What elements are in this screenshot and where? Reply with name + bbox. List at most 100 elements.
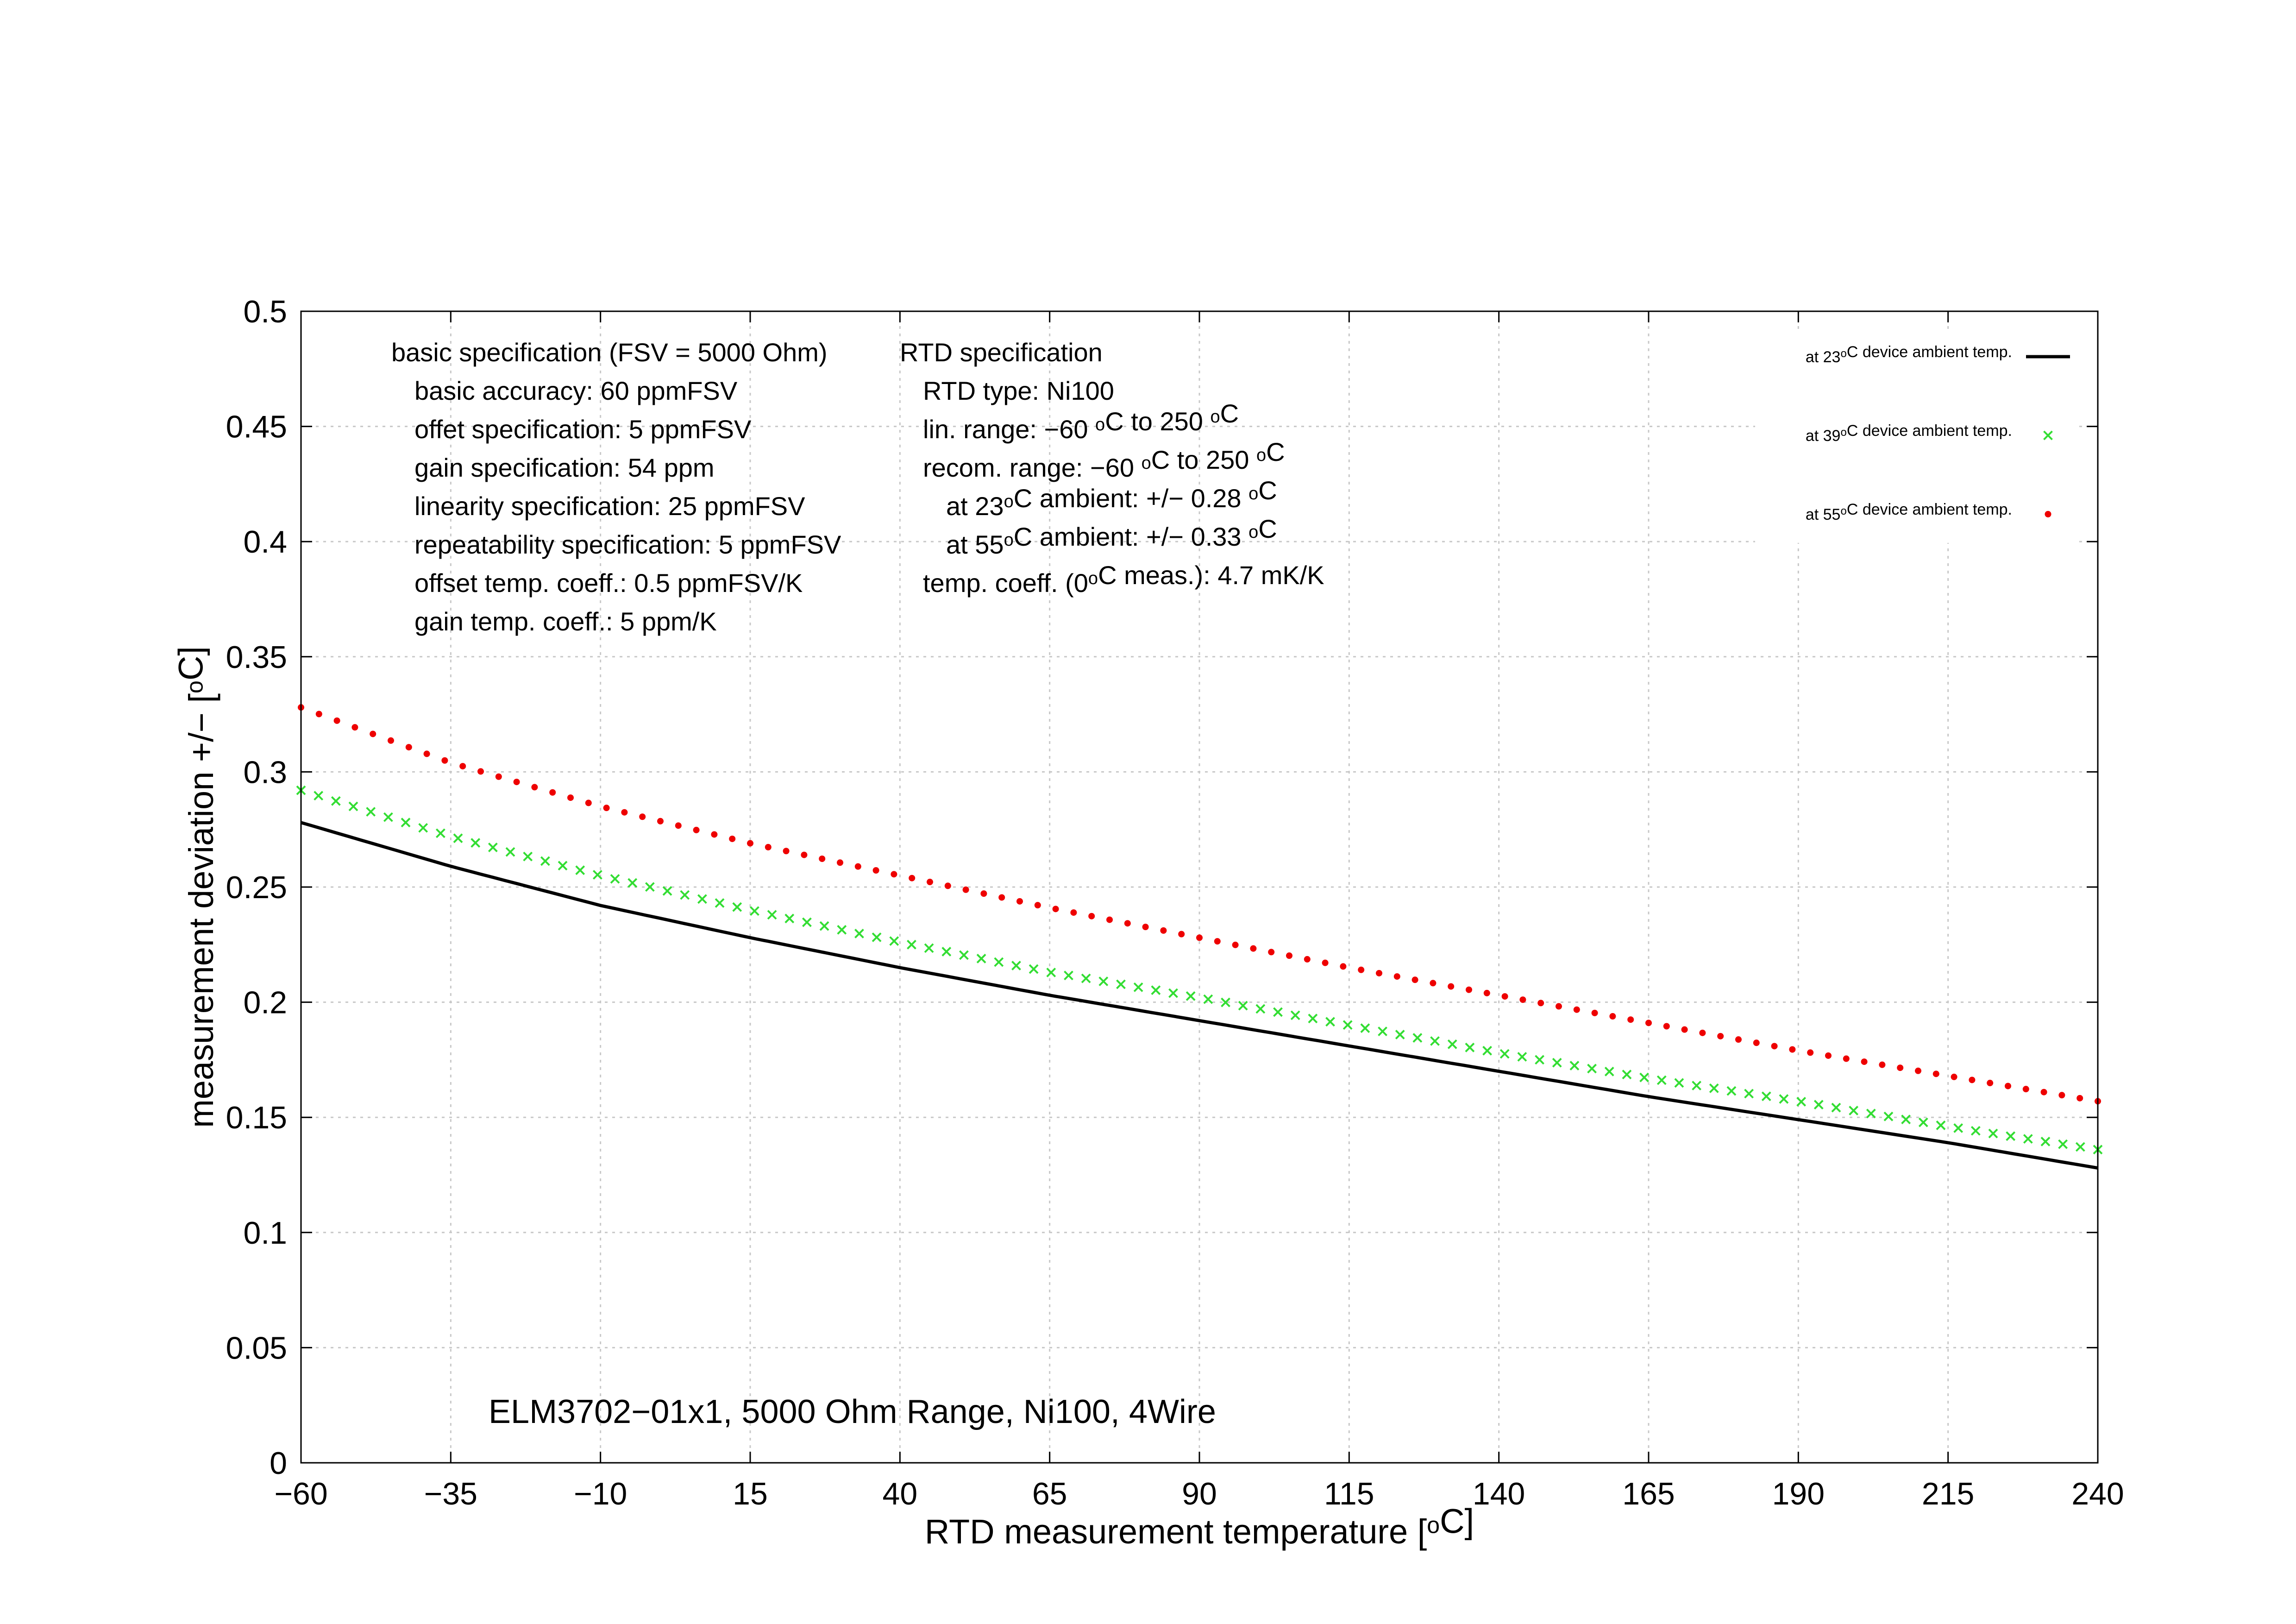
series-point (1395, 1030, 1405, 1040)
legend-swatch (2043, 430, 2053, 441)
series-point (418, 823, 428, 833)
basic-spec-line: offet specification: 5 ppmFSV (414, 415, 752, 444)
series-point (1360, 1023, 1370, 1033)
series-point (1573, 1006, 1580, 1013)
y-tick-label: 0.05 (226, 1330, 287, 1366)
series-point (2006, 1131, 2016, 1141)
x-tick-label: −35 (424, 1476, 477, 1511)
series-point (927, 879, 933, 886)
series-point (1151, 985, 1161, 995)
series-point (1569, 1061, 1580, 1071)
series-point (767, 910, 777, 920)
axis-ticks: −60 −35 −10 15 40 65 90 115 140 165 190 215 240 0 0.05… (226, 294, 2124, 1511)
series-point (1290, 1010, 1300, 1020)
series-point (693, 826, 700, 833)
series-point (1866, 1108, 1876, 1119)
x-axis-label: RTD measurement temperature [oC] (925, 1502, 1474, 1551)
series-point (567, 794, 574, 801)
series-point (1412, 1033, 1423, 1043)
series-point (540, 856, 550, 866)
series-point (1286, 952, 1292, 959)
series-point (2058, 1092, 2065, 1099)
series-point (1034, 902, 1041, 909)
y-tick-label: 0.3 (243, 755, 287, 790)
chart-title: ELM3702−01x1, 5000 Ohm Range, Ni100, 4Wi… (489, 1393, 1216, 1430)
series-point (1070, 909, 1077, 916)
series-point (1970, 1126, 1981, 1136)
series-point (819, 855, 826, 862)
series-point (1779, 1094, 1789, 1104)
series-point (1186, 991, 1196, 1001)
series-point (944, 882, 951, 889)
y-tick-label: 0.4 (243, 524, 287, 560)
series-point (314, 791, 324, 801)
series-point (680, 890, 690, 900)
series-point (1255, 1004, 1266, 1014)
series-point (1133, 982, 1143, 992)
y-axis-label: measurement deviation +/− [oC] (172, 646, 221, 1128)
x-tick-label: −60 (274, 1476, 327, 1511)
series-1 (301, 821, 2098, 1170)
series-point (907, 939, 916, 950)
series-point (1517, 1052, 1527, 1062)
series-point (1969, 1076, 1976, 1083)
series-point (1915, 1067, 1921, 1074)
series-point (675, 822, 682, 829)
series-point (388, 737, 394, 744)
series-point (405, 744, 412, 751)
series-point (1501, 993, 1508, 1000)
series-point (348, 801, 358, 812)
x-tick-label: 165 (1622, 1476, 1675, 1511)
series-point (1849, 1106, 1859, 1115)
series-point (2023, 1134, 2033, 1144)
series-point (872, 867, 879, 874)
series-point (531, 784, 538, 791)
series-point (1932, 1070, 1939, 1077)
y-tick-label: 0.5 (243, 294, 287, 329)
rtd-spec-line: at 55oC ambient: +/− 0.33 oC (946, 514, 1277, 559)
series-point (639, 813, 646, 820)
series-point (1116, 979, 1126, 989)
series-point (1052, 906, 1059, 913)
x-tick-label: 65 (1032, 1476, 1067, 1511)
series-point (1771, 1043, 1778, 1050)
series-point (747, 840, 753, 847)
series-point (1699, 1029, 1706, 1036)
series-point (1879, 1061, 1886, 1068)
series-point (1273, 1007, 1283, 1017)
y-tick-label: 0.2 (243, 985, 287, 1020)
series-point (1196, 934, 1203, 941)
series-point (441, 757, 448, 764)
series-point (1656, 1075, 1667, 1085)
y-tick-label: 0 (270, 1446, 287, 1481)
series-point (1897, 1064, 1904, 1071)
series-point (1340, 963, 1347, 970)
x-tick-label: 90 (1182, 1476, 1217, 1511)
series-point (1622, 1070, 1632, 1080)
series-point (1268, 949, 1275, 956)
basic-spec-line: basic specification (FSV = 5000 Ohm) (391, 338, 828, 367)
series-point (1106, 916, 1113, 923)
series-point (783, 848, 790, 855)
series-point (1250, 945, 1257, 952)
series-point (1587, 1064, 1597, 1074)
series-point (513, 779, 520, 786)
series-point (610, 874, 620, 884)
series-point (2022, 1086, 2029, 1093)
basic-spec-line: offset temp. coeff.: 0.5 ppmFSV/K (414, 568, 803, 598)
series-point (523, 851, 533, 862)
series-point (1411, 976, 1418, 983)
series-point (657, 818, 664, 825)
series-point (1124, 920, 1131, 927)
series-point (1322, 959, 1329, 966)
series-point (435, 828, 445, 838)
legend-label: at 39oC device ambient temp. (1806, 422, 2012, 445)
series-point (592, 870, 602, 880)
series-point (891, 871, 897, 878)
series-point (837, 925, 847, 935)
series-point (1604, 1066, 1614, 1076)
series-point (366, 807, 376, 817)
series-point (2076, 1095, 2083, 1102)
series-point (1936, 1120, 1946, 1130)
series-point (1726, 1086, 1737, 1096)
